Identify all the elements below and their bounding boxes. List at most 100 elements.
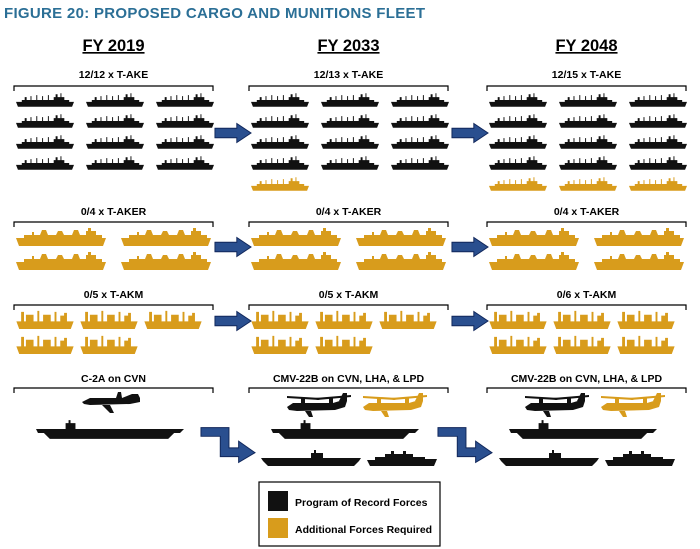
take-ship-icon [156, 156, 214, 170]
lha-ship-icon [261, 450, 361, 466]
take-ship-icon [391, 156, 449, 170]
taker-ship-icon [121, 252, 211, 270]
take-ship-icon [629, 156, 687, 170]
take-ship-icon [251, 156, 309, 170]
take-ship-icon [559, 177, 617, 191]
take-ship-icon [321, 135, 379, 149]
takm-ship-icon [315, 310, 373, 330]
take-ship-icon [629, 135, 687, 149]
legend: Program of Record Forces Additional Forc… [258, 481, 441, 547]
lha-ship-icon [499, 450, 599, 466]
taker-ship-icon [16, 252, 106, 270]
takm-ship-icon [617, 310, 675, 330]
air-section: CMV-22B on CVN, LHA, & LPD [486, 373, 687, 466]
ship-group-bracket [248, 304, 449, 310]
taker-ship-icon [489, 252, 579, 270]
take-ship-icon [629, 177, 687, 191]
fiscal-year-heading: FY 2033 [317, 37, 379, 55]
lpd-ship-icon [367, 451, 437, 466]
take-ship-icon [156, 114, 214, 128]
air-section: CMV-22B on CVN, LHA, & LPD [248, 373, 449, 466]
ship-group-takm: 0/5 x T-AKM [13, 289, 214, 355]
column-fy-2048: FY 2048 12/15 x T-AKE 0/4 x T-AKER 0/6 x T-… [486, 37, 687, 466]
ship-group-label: 0/6 x T-AKM [557, 289, 617, 301]
take-ship-icon [251, 177, 309, 191]
takm-ship-icon [553, 310, 611, 330]
transition-arrow-icon [451, 311, 489, 331]
air-section-label: CMV-22B on CVN, LHA, & LPD [273, 373, 425, 385]
ship-group-label: 12/15 x T-AKE [552, 69, 621, 81]
cmv22-aircraft-icon [287, 393, 351, 417]
column-fy-2019: FY 2019 12/12 x T-AKE 0/4 x T-AKER 0/5 x T-… [13, 37, 214, 439]
ship-group-bracket [486, 221, 687, 227]
carrier-ship-icon [36, 420, 184, 439]
fiscal-year-heading: FY 2019 [82, 37, 144, 55]
ship-group-bracket [13, 221, 214, 227]
transition-arrow-icon [214, 123, 252, 143]
transition-elbow-arrow-icon [437, 427, 493, 463]
takm-ship-icon [379, 310, 437, 330]
taker-ship-icon [356, 252, 446, 270]
take-ship-icon [321, 93, 379, 107]
fiscal-year-heading: FY 2048 [555, 37, 617, 55]
takm-ship-icon [144, 310, 202, 330]
take-ship-icon [251, 93, 309, 107]
taker-ship-icon [121, 228, 211, 246]
carrier-ship-icon [271, 420, 419, 439]
taker-ship-icon [16, 228, 106, 246]
cmv22-aircraft-icon [601, 393, 665, 417]
taker-ship-icon [489, 228, 579, 246]
takm-ship-icon [80, 310, 138, 330]
lpd-ship-icon [605, 451, 675, 466]
take-ship-icon [16, 156, 74, 170]
transition-elbow-arrow-icon [200, 427, 256, 463]
ship-group-bracket [486, 304, 687, 310]
take-ship-icon [321, 156, 379, 170]
take-ship-icon [559, 156, 617, 170]
legend-record-swatch [268, 491, 288, 511]
take-ship-icon [86, 135, 144, 149]
transition-arrow-icon [214, 311, 252, 331]
legend-additional-label: Additional Forces Required [295, 524, 432, 536]
takm-ship-icon [553, 335, 611, 355]
take-ship-icon [16, 135, 74, 149]
take-ship-icon [391, 135, 449, 149]
ship-group-bracket [13, 85, 214, 91]
take-ship-icon [559, 114, 617, 128]
take-ship-icon [489, 177, 547, 191]
take-ship-icon [86, 114, 144, 128]
carrier-ship-icon [509, 420, 657, 439]
takm-ship-icon [489, 310, 547, 330]
takm-ship-icon [80, 335, 138, 355]
ship-group-takm: 0/6 x T-AKM [486, 289, 687, 355]
taker-ship-icon [251, 252, 341, 270]
ship-group-label: 0/5 x T-AKM [319, 289, 379, 301]
take-ship-icon [489, 93, 547, 107]
takm-ship-icon [315, 335, 373, 355]
air-section-label: CMV-22B on CVN, LHA, & LPD [511, 373, 663, 385]
takm-ship-icon [251, 335, 309, 355]
ship-group-taker: 0/4 x T-AKER [13, 206, 214, 270]
takm-ship-icon [16, 335, 74, 355]
take-ship-icon [321, 114, 379, 128]
take-ship-icon [251, 114, 309, 128]
c2a-aircraft-icon [82, 392, 140, 413]
legend-record-label: Program of Record Forces [295, 497, 428, 509]
take-ship-icon [86, 93, 144, 107]
ship-group-take: 12/12 x T-AKE [13, 69, 214, 170]
legend-additional-swatch [268, 518, 288, 538]
fiscal-year-columns: FY 2019 12/12 x T-AKE 0/4 x T-AKER 0/5 x T-… [13, 37, 687, 466]
ship-group-takm: 0/5 x T-AKM [248, 289, 449, 355]
ship-group-label: 0/4 x T-AKER [316, 206, 382, 218]
ship-group-bracket [248, 85, 449, 91]
take-ship-icon [391, 114, 449, 128]
taker-ship-icon [594, 252, 684, 270]
take-ship-icon [16, 114, 74, 128]
taker-ship-icon [356, 228, 446, 246]
cmv22-aircraft-icon [363, 393, 427, 417]
column-fy-2033: FY 2033 12/13 x T-AKE 0/4 x T-AKER 0/5 x T-… [248, 37, 449, 466]
air-section-label: C-2A on CVN [81, 373, 146, 385]
take-ship-icon [86, 156, 144, 170]
legend-box [258, 481, 441, 547]
